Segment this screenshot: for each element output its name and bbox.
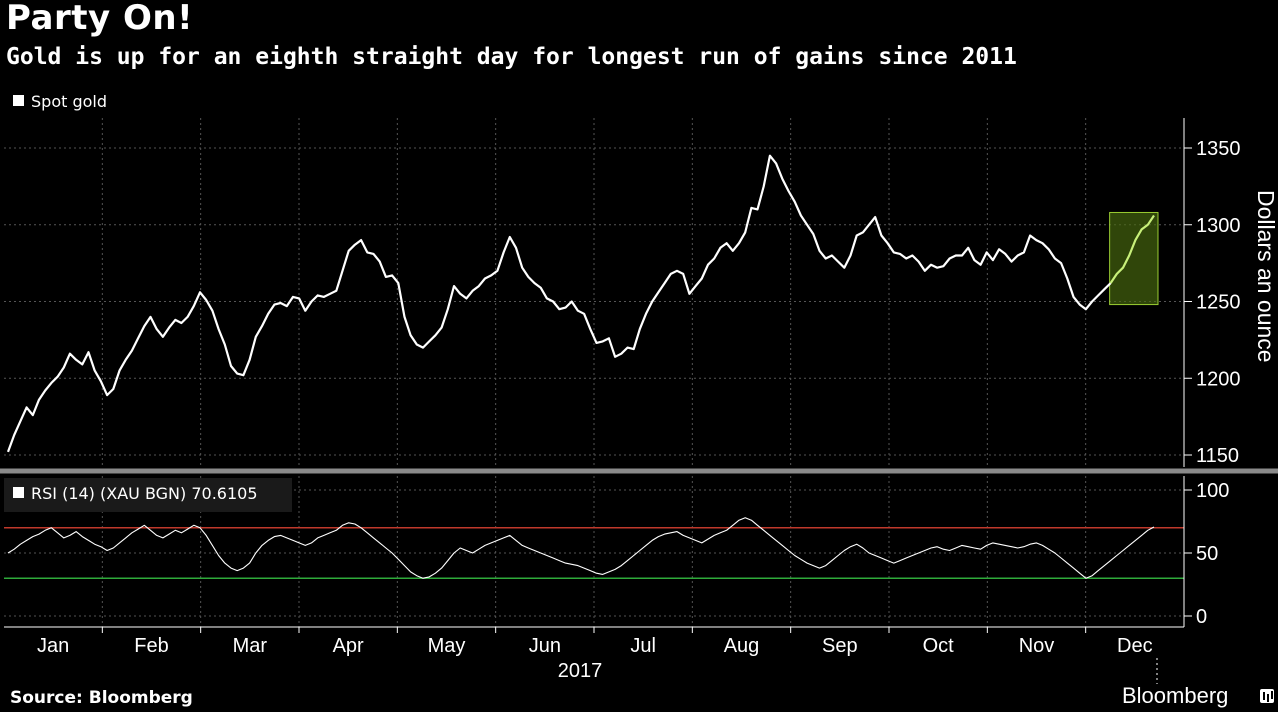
- x-tick-label-aug: Aug: [724, 635, 760, 657]
- x-tick-label-feb: Feb: [134, 635, 168, 657]
- rsi-grid: [4, 476, 1184, 627]
- x-axis: Jan Feb Mar Apr May Jun Jul Aug Sep Oct Nov Dec: [4, 626, 1184, 684]
- rsi-y-tick-label: 100: [1196, 480, 1229, 502]
- rsi-legend-bg: [4, 478, 292, 512]
- x-tick-label-jul: Jul: [630, 635, 656, 657]
- price-line: [6, 154, 1112, 453]
- x-tick-label-mar: Mar: [233, 635, 268, 657]
- bloomberg-logo-icon: [1260, 689, 1274, 703]
- rsi-legend-label: RSI (14) (XAU BGN) 70.6105: [31, 484, 258, 503]
- price-line-highlight: [1109, 214, 1155, 284]
- price-y-tick-label: 1350: [1196, 138, 1241, 160]
- price-y-tick-label: 1150: [1196, 445, 1239, 467]
- x-tick-label-nov: Nov: [1019, 635, 1055, 657]
- x-tick-label-sep: Sep: [822, 635, 858, 657]
- brand-label: Bloomberg: [1122, 683, 1229, 708]
- price-y-tick-label: 1300: [1196, 215, 1241, 237]
- x-tick-label-may: May: [428, 635, 466, 657]
- rsi-y-tick-label: 50: [1196, 543, 1218, 565]
- rsi-line: [7, 517, 1155, 579]
- x-tick-label-jun: Jun: [529, 635, 561, 657]
- rsi-y-tick-label: 0: [1196, 606, 1207, 628]
- price-grid: [4, 118, 1184, 467]
- price-y-tick-label: 1250: [1196, 292, 1241, 314]
- x-tick-label-oct: Oct: [923, 635, 955, 657]
- highlight-box: [1109, 211, 1159, 306]
- rsi-axis: 0 50 100: [1183, 476, 1229, 628]
- x-tick-label-dec: Dec: [1117, 635, 1153, 657]
- rsi-legend-swatch: [13, 487, 24, 498]
- chart-subtitle: Gold is up for an eighth straight day fo…: [6, 44, 1017, 70]
- chart-title: Party On!: [6, 0, 194, 38]
- price-y-tick-label: 1200: [1196, 368, 1241, 390]
- x-axis-year-label: 2017: [558, 660, 603, 682]
- price-legend-swatch: [13, 95, 24, 106]
- price-y-axis-label: Dollars an ounce: [1253, 190, 1278, 363]
- x-tick-label-jan: Jan: [37, 635, 69, 657]
- price-legend-label: Spot gold: [31, 92, 107, 111]
- price-axis: 1150 1200 1250 1300 1350: [1183, 118, 1241, 467]
- x-tick-label-apr: Apr: [333, 635, 364, 657]
- source-label: Source: Bloomberg: [10, 688, 193, 708]
